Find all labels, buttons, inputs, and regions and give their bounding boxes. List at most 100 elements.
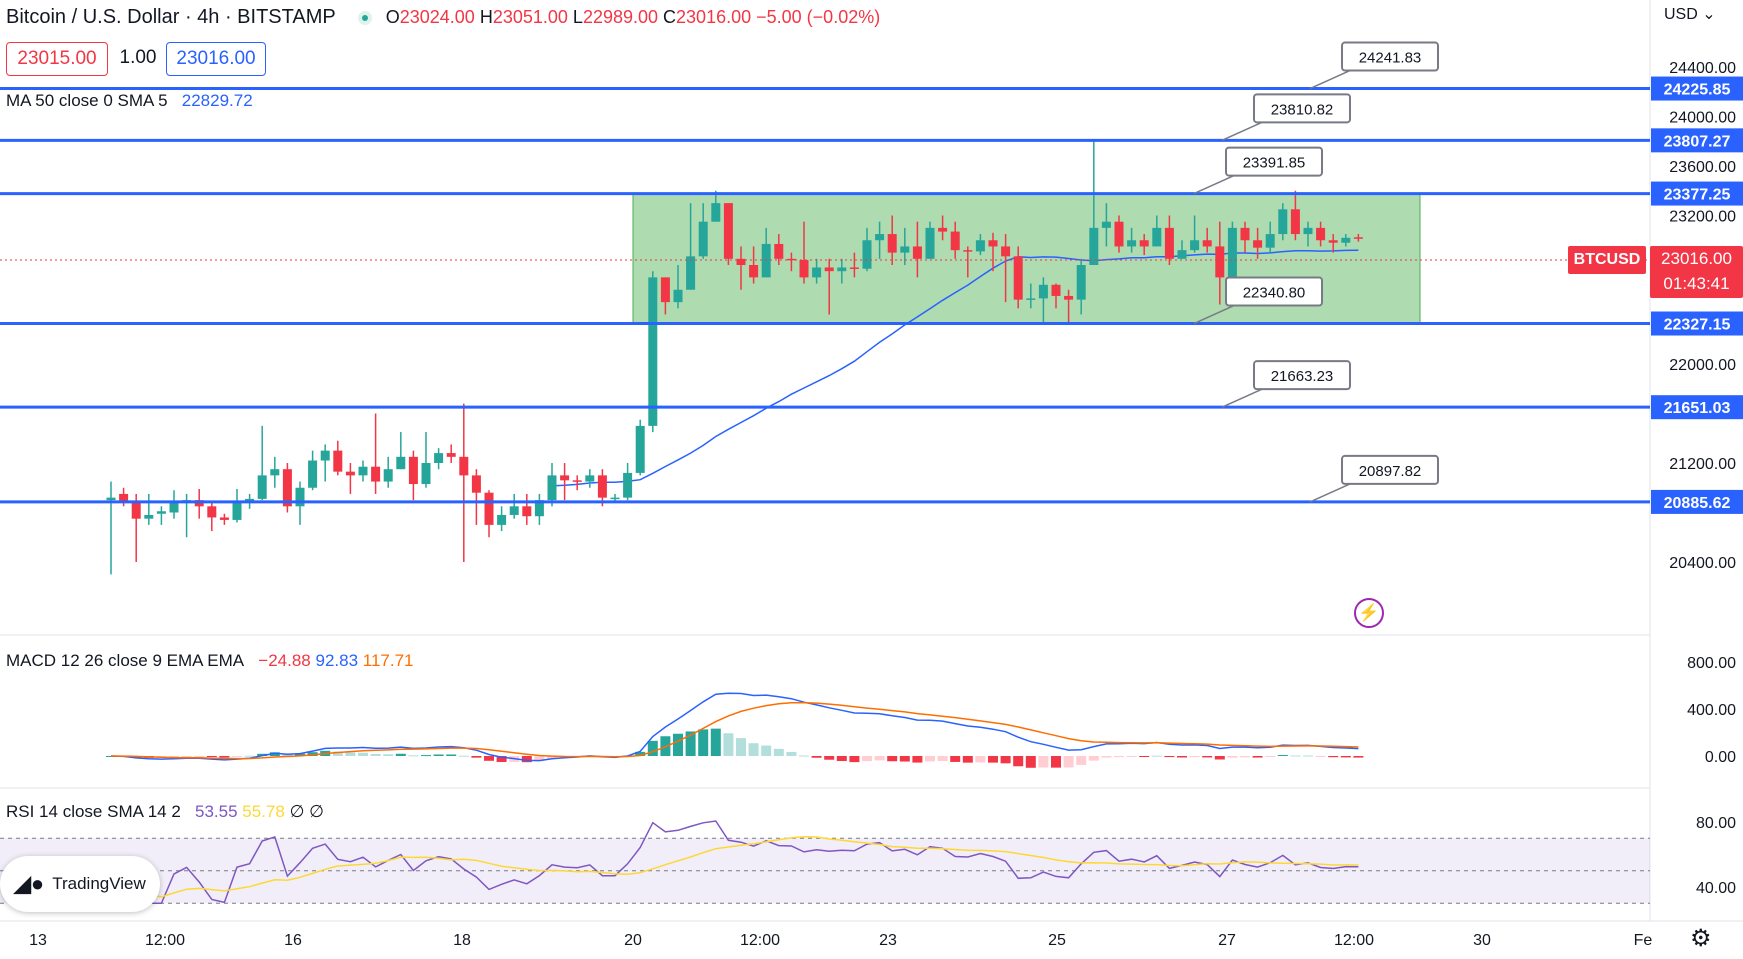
rsi-legend[interactable]: RSI 14 close SMA 14 2 53.55 55.78 ∅ ∅ <box>6 802 324 822</box>
candle-body[interactable] <box>1064 295 1074 300</box>
candle-body[interactable] <box>434 453 444 463</box>
symbol-title[interactable]: Bitcoin / U.S. Dollar · 4h · BITSTAMP <box>6 6 336 28</box>
lightning-icon[interactable]: ⚡ <box>1354 598 1384 628</box>
price-callout-box[interactable] <box>1225 146 1323 177</box>
candle-body[interactable] <box>282 469 292 507</box>
candle-body[interactable] <box>1253 240 1263 248</box>
candle-body[interactable] <box>1278 209 1288 235</box>
macd-line[interactable] <box>110 692 1359 762</box>
candle-body[interactable] <box>1265 234 1275 248</box>
candle-body[interactable] <box>1202 240 1212 247</box>
candle-body[interactable] <box>900 246 910 253</box>
candle-body[interactable] <box>597 475 607 498</box>
price-callout-box[interactable] <box>1341 454 1439 485</box>
market-status-icon[interactable] <box>357 10 372 25</box>
candle-body[interactable] <box>698 221 708 257</box>
candle-body[interactable] <box>635 425 645 473</box>
candle-body[interactable] <box>1177 250 1187 259</box>
candle-body[interactable] <box>446 453 456 457</box>
candle-body[interactable] <box>1240 227 1250 241</box>
macd-legend[interactable]: MACD 12 26 close 9 EMA EMA −24.88 92.83 … <box>6 651 414 671</box>
candle-body[interactable] <box>1114 221 1124 247</box>
candle-body[interactable] <box>988 240 998 247</box>
candle-body[interactable] <box>686 256 696 290</box>
candle-body[interactable] <box>497 514 507 525</box>
price-callout-box[interactable] <box>1253 93 1351 124</box>
candle-body[interactable] <box>471 475 481 493</box>
candle-body[interactable] <box>144 514 154 519</box>
price-callout-box[interactable] <box>1253 360 1351 391</box>
candle-body[interactable] <box>1038 284 1048 299</box>
candle-body[interactable] <box>484 492 494 525</box>
candle-body[interactable] <box>1164 227 1174 259</box>
candle-body[interactable] <box>963 250 973 252</box>
candle-body[interactable] <box>119 493 129 503</box>
candle-body[interactable] <box>736 258 746 265</box>
candle-body[interactable] <box>1051 284 1061 296</box>
candle-body[interactable] <box>950 231 960 251</box>
candle-body[interactable] <box>131 502 141 519</box>
candle-body[interactable] <box>1353 237 1363 239</box>
symbol-header[interactable]: Bitcoin / U.S. Dollar · 4h · BITSTAMP O23… <box>6 6 880 29</box>
candle-body[interactable] <box>270 469 280 476</box>
candle-body[interactable] <box>1101 221 1111 228</box>
candle-body[interactable] <box>761 243 771 278</box>
candle-body[interactable] <box>585 475 595 482</box>
candle-body[interactable] <box>749 265 759 278</box>
candle-body[interactable] <box>648 277 658 426</box>
candle-body[interactable] <box>1076 265 1086 300</box>
candle-body[interactable] <box>1290 209 1300 235</box>
gear-icon[interactable]: ⚙ <box>1690 925 1712 952</box>
macd-signal-line[interactable] <box>110 701 1359 760</box>
candle-body[interactable] <box>1190 240 1200 251</box>
candle-body[interactable] <box>320 450 330 461</box>
candle-body[interactable] <box>308 460 318 488</box>
candle-body[interactable] <box>673 289 683 303</box>
candle-body[interactable] <box>459 456 469 476</box>
tradingview-logo[interactable]: ◢● TradingView <box>0 856 160 912</box>
candle-body[interactable] <box>812 267 822 278</box>
candle-body[interactable] <box>1316 227 1326 241</box>
rsi-line[interactable] <box>110 820 1359 905</box>
candle-body[interactable] <box>660 277 670 303</box>
candle-body[interactable] <box>572 480 582 482</box>
rsi-sma-line[interactable] <box>110 836 1359 898</box>
candle-body[interactable] <box>383 469 393 482</box>
price-callout-box[interactable] <box>1341 41 1439 72</box>
candle-body[interactable] <box>723 203 733 259</box>
candle-body[interactable] <box>1227 227 1237 278</box>
candle-body[interactable] <box>156 511 166 514</box>
candle-body[interactable] <box>1127 240 1137 247</box>
candle-body[interactable] <box>1013 256 1023 300</box>
candle-body[interactable] <box>219 517 229 520</box>
candle-body[interactable] <box>169 502 179 513</box>
currency-selector[interactable]: USD ⌄ <box>1664 4 1716 24</box>
sell-price-button[interactable]: 23015.00 <box>6 42 108 76</box>
candle-body[interactable] <box>522 506 532 517</box>
candle-body[interactable] <box>799 260 809 278</box>
candle-body[interactable] <box>371 466 381 482</box>
candle-body[interactable] <box>862 240 872 269</box>
candle-body[interactable] <box>207 506 217 518</box>
candle-body[interactable] <box>1341 237 1351 243</box>
candle-body[interactable] <box>408 456 418 485</box>
candle-body[interactable] <box>257 475 267 499</box>
candle-body[interactable] <box>837 267 847 272</box>
candle-body[interactable] <box>875 234 885 241</box>
candle-body[interactable] <box>623 472 633 498</box>
candle-body[interactable] <box>358 466 368 476</box>
candle-body[interactable] <box>1026 298 1036 300</box>
ma-legend[interactable]: MA 50 close 0 SMA 5 22829.72 <box>6 91 253 111</box>
candle-body[interactable] <box>975 240 985 252</box>
candle-body[interactable] <box>421 463 431 485</box>
candle-body[interactable] <box>887 234 897 253</box>
candle-body[interactable] <box>560 475 570 481</box>
buy-price-button[interactable]: 23016.00 <box>166 42 266 76</box>
candle-body[interactable] <box>345 471 355 476</box>
candle-body[interactable] <box>106 497 116 501</box>
candle-body[interactable] <box>1152 227 1162 247</box>
candle-body[interactable] <box>849 267 859 269</box>
candle-body[interactable] <box>824 267 834 272</box>
candle-body[interactable] <box>396 456 406 470</box>
